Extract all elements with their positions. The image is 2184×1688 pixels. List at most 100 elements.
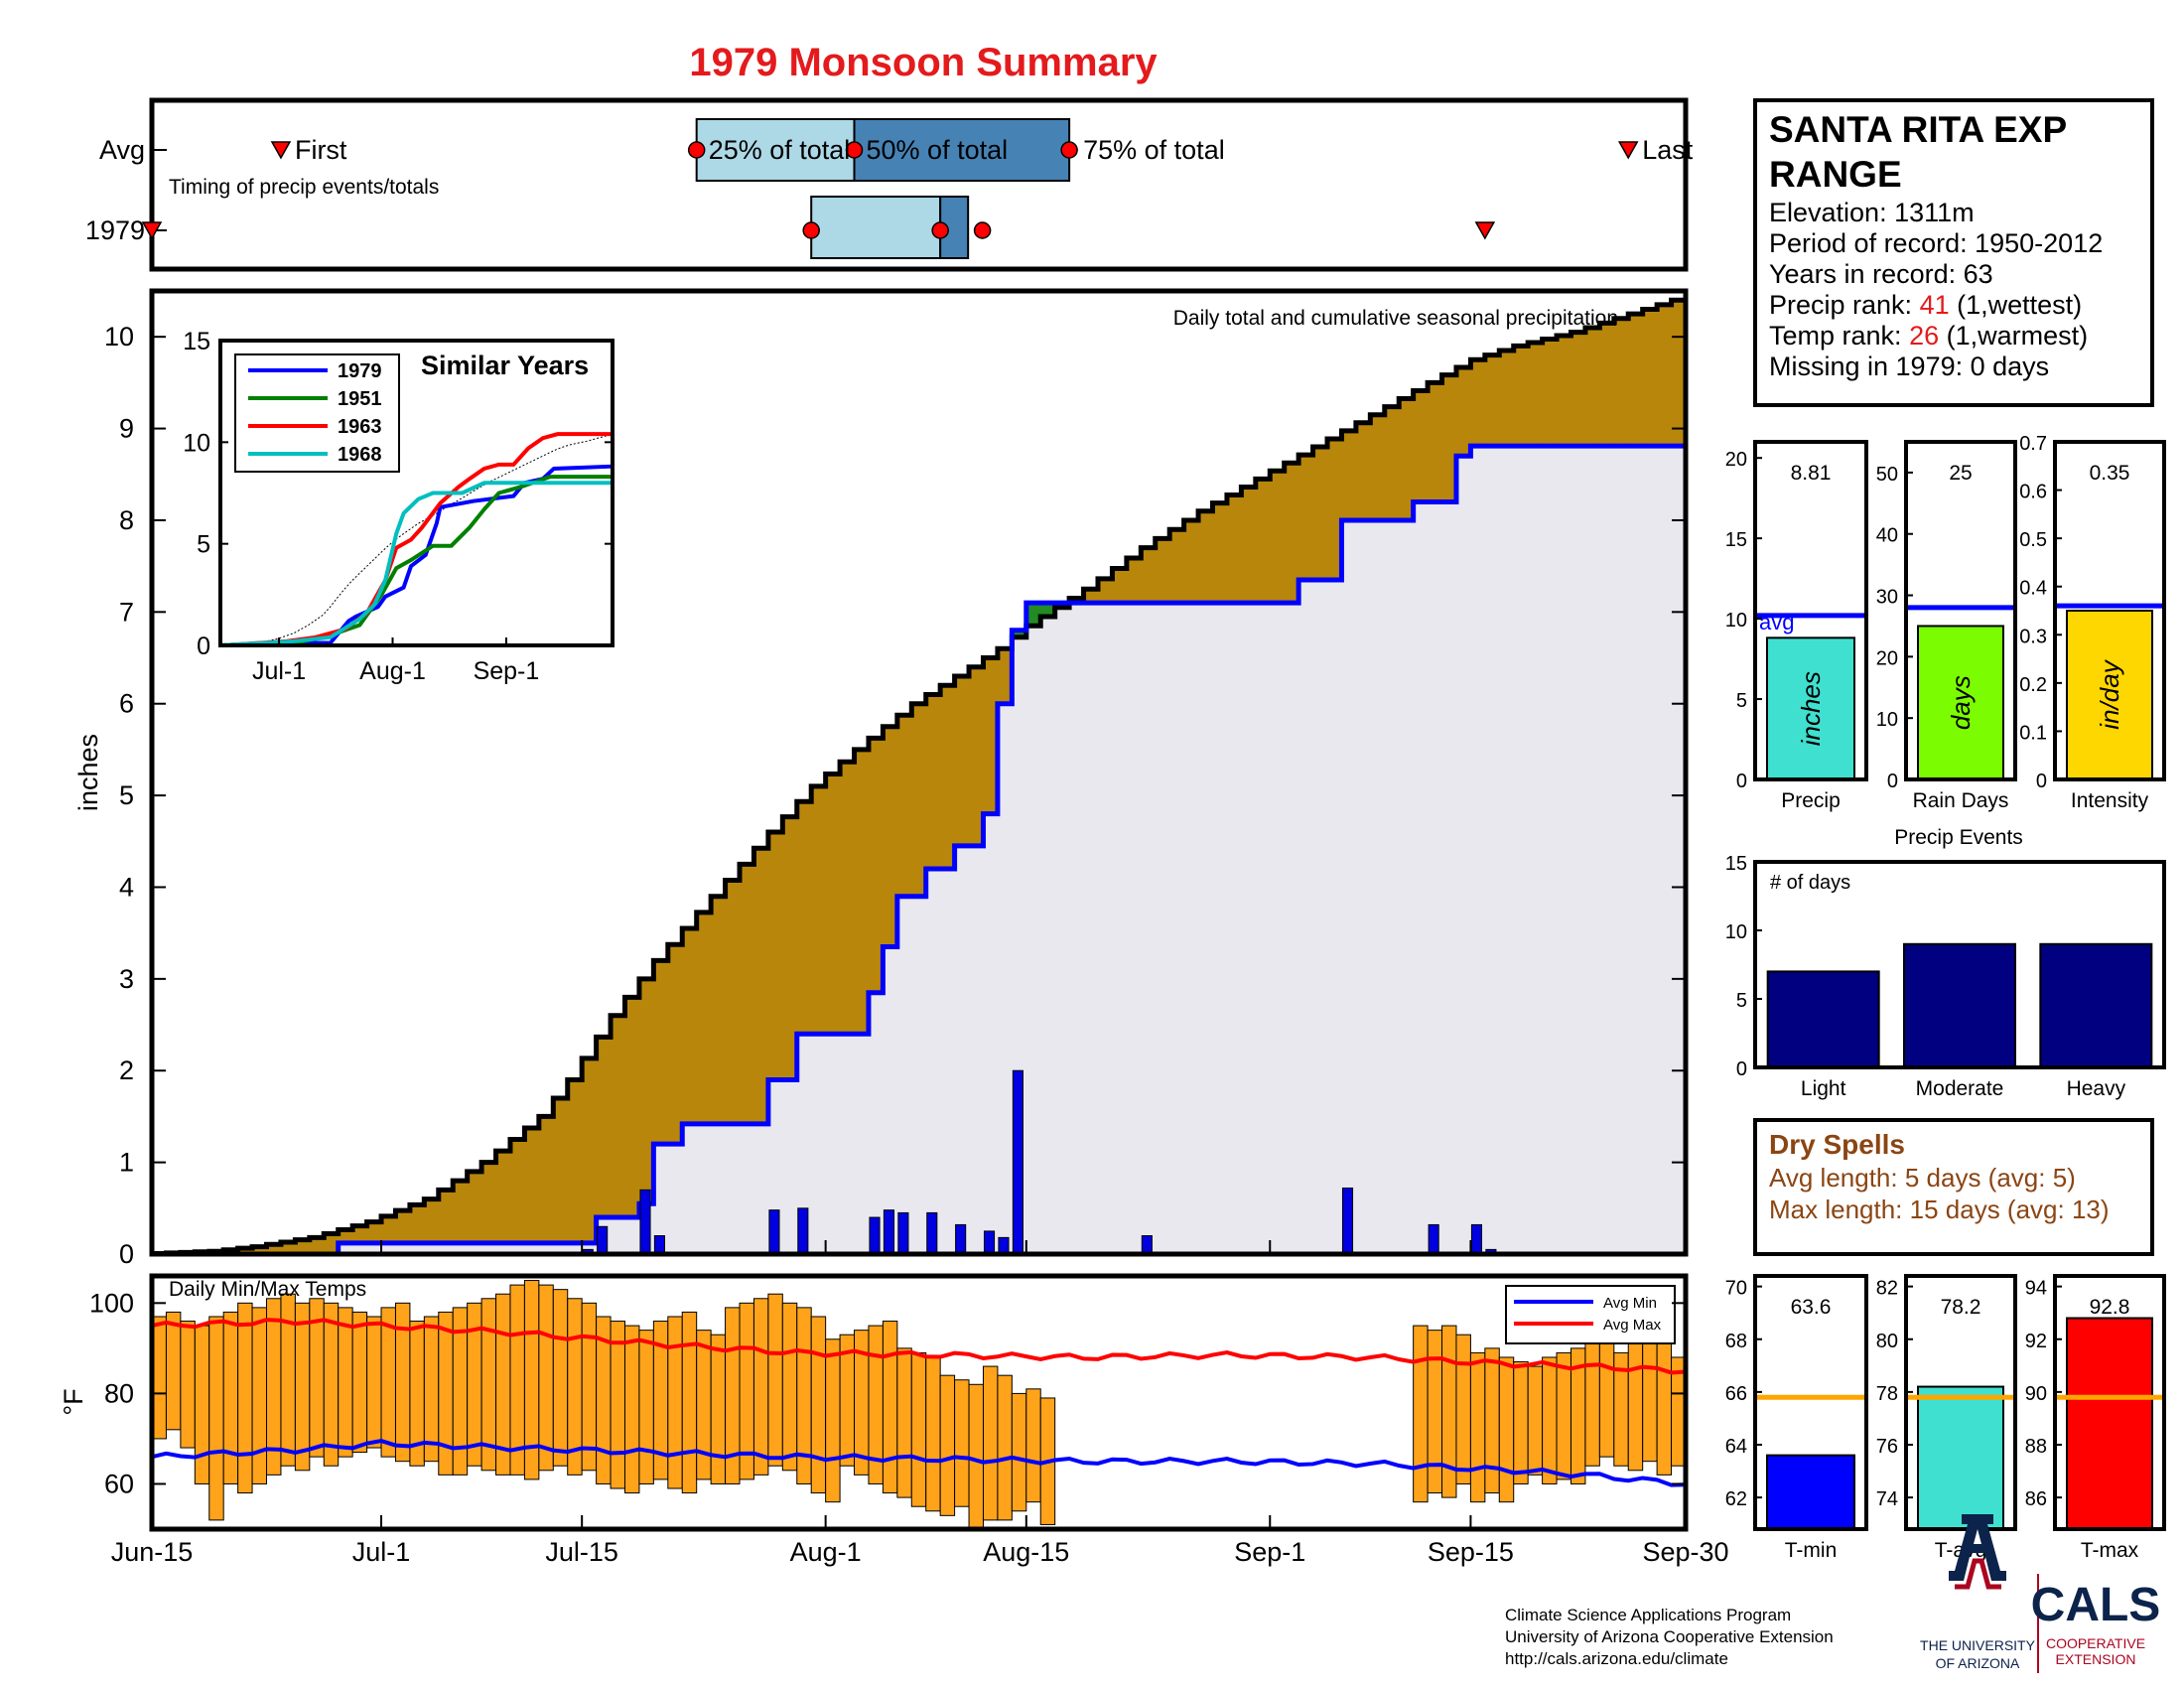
- daily-temp-bar: [610, 1321, 625, 1489]
- precip-ytick-label: 3: [119, 964, 134, 994]
- panel-bar: [1766, 636, 1855, 780]
- panel-axes: [1753, 1274, 1868, 1531]
- daily-temp-bar: [1598, 1334, 1615, 1458]
- daily-precip-bar: [897, 1211, 909, 1255]
- deficit-band: [1441, 374, 1457, 502]
- deficit-band: [538, 1116, 554, 1243]
- panel-precip-events: Light Moderate Heavy 0 5 10 15: [1725, 853, 2166, 1100]
- daily-temp-bar: [338, 1307, 353, 1458]
- panel-ytick-label: 0.4: [2019, 578, 2047, 600]
- deficit-band: [524, 1127, 540, 1243]
- deficit-band: [1613, 318, 1629, 447]
- panel-ytick-label: 20: [1876, 647, 1898, 669]
- panel-value-label: 25: [1949, 462, 1972, 485]
- panel-bar: [1917, 625, 2004, 780]
- inset-ytick-label: 15: [183, 328, 210, 355]
- deficit-band: [424, 1198, 440, 1243]
- date-tick-label: Aug-15: [983, 1537, 1069, 1567]
- daily-temp-bar: [896, 1347, 912, 1498]
- precip-ytick-label: 5: [119, 780, 134, 810]
- daily-temp-bar: [1542, 1356, 1558, 1484]
- deficit-band: [1327, 438, 1342, 580]
- deficit-band: [596, 1037, 612, 1218]
- daily-temp-bar: [552, 1289, 569, 1467]
- deficit-band: [1226, 494, 1242, 604]
- surplus-band: [1012, 630, 1027, 637]
- daily-temp-bar: [1413, 1325, 1429, 1503]
- temperature-ylabel: °F: [59, 1388, 88, 1415]
- deficit-band: [1413, 390, 1429, 502]
- deficit-band: [1370, 414, 1386, 520]
- deficit-band: [481, 1162, 497, 1243]
- avg-quartile-box-lower: [695, 118, 856, 182]
- precip-ytick-label: 0: [119, 1239, 134, 1269]
- panel-value-label: 0.35: [2090, 462, 2130, 485]
- temperature-title: Daily Min/Max Temps: [169, 1278, 366, 1301]
- station-name-line2: RANGE: [1769, 154, 1902, 195]
- precip-ytick-label: 1: [119, 1148, 134, 1178]
- daily-temp-bar: [1484, 1347, 1500, 1494]
- precip-events-title: Precip Events: [1894, 826, 2023, 849]
- precip-events-label-moderate: Moderate: [1916, 1077, 2004, 1100]
- precip-events-bar-light: [1766, 970, 1880, 1069]
- panel-category-label: Precip: [1781, 789, 1841, 812]
- deficit-band: [409, 1204, 425, 1243]
- deficit-band: [1270, 471, 1286, 604]
- daily-temp-bar: [696, 1330, 712, 1480]
- temp-ytick-label: 100: [89, 1288, 134, 1318]
- daily-temp-bar: [366, 1316, 382, 1449]
- deficit-band: [280, 1241, 296, 1254]
- daily-precip-bar: [1428, 1223, 1439, 1255]
- deficit-band: [1083, 589, 1099, 604]
- deficit-band: [1499, 351, 1515, 447]
- legend-avg-min: Avg Min: [1603, 1295, 1657, 1312]
- daily-precip-bar: [869, 1216, 881, 1255]
- station-years: Years in record: 63: [1769, 259, 1993, 289]
- panel-ytick-label: 68: [1725, 1331, 1747, 1352]
- deficit-band: [840, 762, 856, 1035]
- deficit-band: [366, 1221, 382, 1243]
- timing-first-label: First: [295, 135, 347, 165]
- station-temp-rank: Temp rank: 26 (1,warmest): [1769, 321, 2088, 351]
- deficit-band: [969, 666, 984, 846]
- inset-xtick-label: Aug-1: [359, 657, 426, 685]
- daily-temp-bar: [538, 1284, 554, 1472]
- deficit-band: [1141, 547, 1157, 604]
- deficit-band: [1198, 510, 1214, 604]
- timing-last-label: Last: [1642, 135, 1694, 165]
- cals-sub1: COOPERATIVE: [2046, 1635, 2145, 1651]
- deficit-band: [1355, 422, 1371, 520]
- date-tick-label: Jul-1: [352, 1537, 411, 1567]
- deficit-band: [1484, 354, 1500, 447]
- precip-ytick-label: 7: [119, 597, 134, 627]
- deficit-band: [553, 1097, 569, 1243]
- deficit-band: [1097, 578, 1113, 604]
- deficit-band: [725, 880, 741, 1124]
- deficit-band: [1112, 568, 1128, 604]
- daily-temp-bar: [1469, 1351, 1486, 1503]
- panel-ytick-label: 66: [1725, 1383, 1747, 1405]
- panel-value-label: 92.8: [2090, 1296, 2130, 1319]
- panel-ytick-label: 94: [2025, 1278, 2047, 1300]
- deficit-band: [381, 1215, 396, 1243]
- panel-ytick-label: 0: [1887, 771, 1898, 792]
- date-axis-labels: Jun-15 Jul-1 Jul-15 Aug-1 Aug-15 Sep-1 Sep-15 S…: [111, 1537, 1729, 1567]
- deficit-band: [868, 738, 884, 993]
- panel-category-label: T-max: [2081, 1539, 2139, 1562]
- panel-ytick-label: 0.2: [2019, 674, 2047, 696]
- daily-temp-bar: [997, 1374, 1013, 1521]
- surplus-band: [1025, 603, 1041, 627]
- daily-temp-bar: [1498, 1356, 1515, 1503]
- deficit-band: [1470, 359, 1486, 447]
- panel-bar-text: in/day: [2095, 658, 2124, 729]
- daily-precip-bar: [639, 1189, 651, 1255]
- panel-ytick-label: 30: [1876, 587, 1898, 609]
- figure-title: 1979 Monsoon Summary: [689, 41, 1158, 84]
- daily-temp-bar: [954, 1379, 970, 1507]
- deficit-band: [295, 1239, 311, 1254]
- panel-ytick-label: 70: [1725, 1278, 1747, 1300]
- avg-q25-marker: [687, 141, 706, 159]
- year-quartile-box-lower: [810, 196, 942, 259]
- deficit-band: [453, 1181, 469, 1243]
